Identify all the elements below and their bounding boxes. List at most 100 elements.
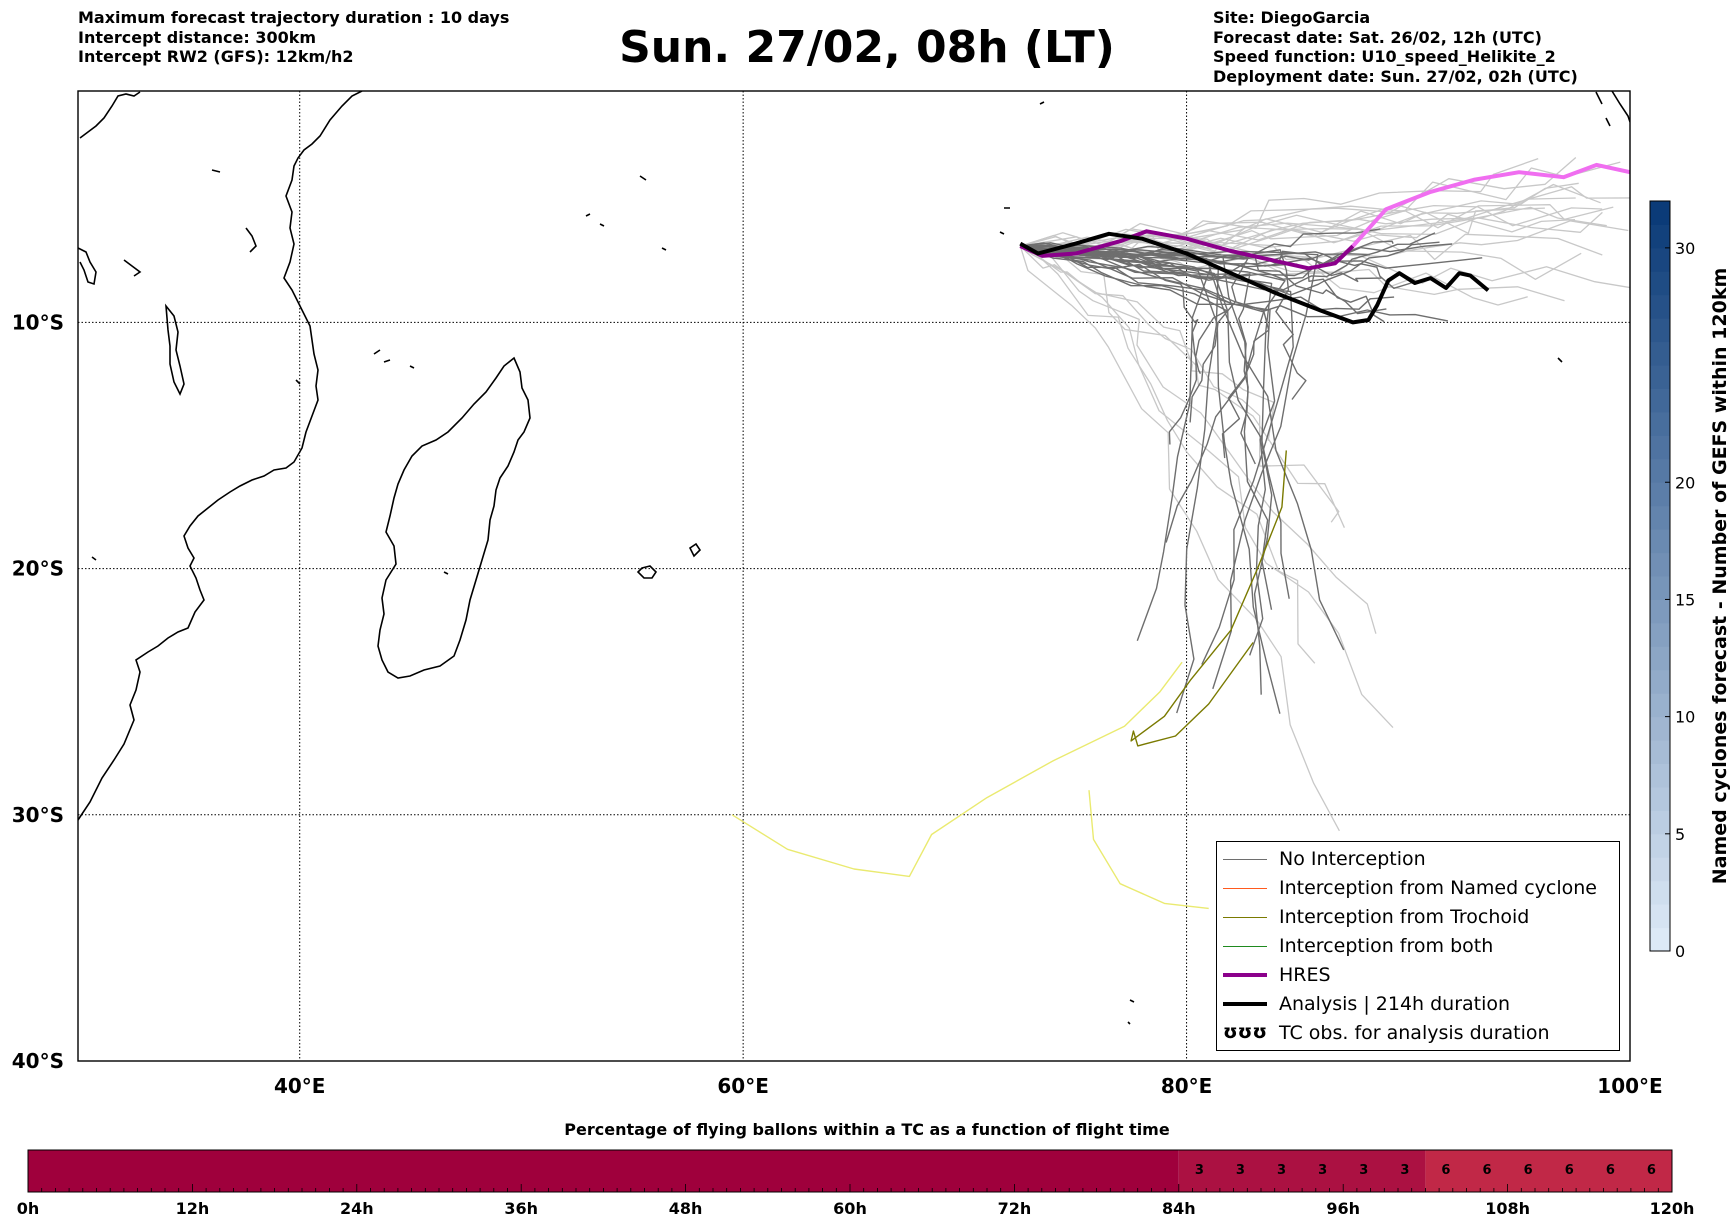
percentage-cell-label: 6 [1483, 1163, 1492, 1178]
colorbar-tick-label: 20 [1675, 473, 1695, 492]
legend-swatch [1223, 887, 1267, 889]
colorbar-cell [1650, 224, 1670, 249]
ensemble-member [1020, 245, 1319, 690]
legend-item: No Interception [1217, 846, 1617, 875]
colorbar-cell [1650, 740, 1670, 764]
lon-label: 60°E [717, 1074, 769, 1098]
forecast-date-text: Forecast date: Sat. 26/02, 12h (UTC) [1213, 27, 1542, 47]
legend-swatch [1223, 945, 1267, 947]
colorbar-tick-label: 10 [1675, 708, 1695, 727]
colorbar-cell [1650, 927, 1670, 952]
lat-label: 30°S [12, 803, 64, 827]
colorbar-tick-label: 15 [1675, 590, 1695, 609]
lon-label: 80°E [1161, 1074, 1213, 1098]
legend-item: Interception from both [1217, 933, 1617, 962]
percentage-cell-label: 3 [1400, 1163, 1409, 1178]
percentage-segment [28, 1150, 1179, 1192]
seychelles-islands [585, 175, 667, 251]
percentage-cell-label: 3 [1318, 1163, 1327, 1178]
hour-label: 120h [1650, 1199, 1695, 1218]
map-border [77, 90, 1631, 1062]
lon-label: 100°E [1597, 1074, 1662, 1098]
percentage-segment [1425, 1150, 1672, 1192]
ensemble-member [1020, 244, 1387, 315]
ensemble-member-far [1019, 245, 1340, 832]
ensemble-member-far [1020, 245, 1316, 664]
hour-label: 36h [504, 1199, 538, 1218]
ensemble-member-far [1020, 245, 1276, 441]
chagos-islands [999, 101, 1045, 235]
colorbar-cell [1650, 693, 1670, 718]
colorbar-cell [1650, 833, 1670, 858]
madagascar-coastline [377, 356, 531, 679]
ensemble-trajectories [731, 157, 1630, 910]
colorbar-cell [1650, 810, 1670, 835]
legend-item: HRES [1217, 962, 1617, 991]
ensemble-member [1020, 245, 1228, 445]
ensemble-member [1020, 245, 1449, 322]
kenya-coast-fragment [211, 169, 257, 253]
colorbar-cell [1650, 622, 1670, 647]
legend-label: Interception from both [1279, 935, 1494, 957]
colorbar-cell [1650, 669, 1670, 694]
deployment-date-text: Deployment date: Sun. 27/02, 02h (UTC) [1213, 66, 1578, 86]
site-info: Site: DiegoGarcia Forecast date: Sat. 26… [1213, 8, 1578, 86]
legend: No Interception Interception from Named c… [1216, 841, 1620, 1051]
hour-label: 60h [833, 1199, 867, 1218]
colorbar-cell [1650, 576, 1670, 600]
series-line [1019, 231, 1490, 325]
percentage-segment [1178, 1150, 1426, 1192]
lat-label: 10°S [12, 310, 64, 334]
lon-label: 40°E [274, 1074, 326, 1098]
colorbar-cell [1650, 646, 1670, 671]
ensemble-member [1020, 245, 1270, 459]
percentage-cell-label: 6 [1606, 1163, 1615, 1178]
legend-label: Interception from Named cyclone [1279, 877, 1597, 899]
colorbar-cell [1650, 247, 1670, 272]
ensemble-member [1020, 244, 1273, 610]
percentage-segments: 3 3 3 3 3 3 6 6 6 6 6 60h 12h 24h 36h 48h 60h 72h 84h 96h 10… [17, 1149, 1695, 1218]
ensemble-member-far [1020, 245, 1377, 634]
hour-label: 48h [669, 1199, 703, 1218]
colorbar-cell [1650, 763, 1670, 788]
colorbar-cell [1650, 482, 1670, 507]
lat-label: 40°S [12, 1049, 64, 1073]
series-line [1351, 162, 1630, 248]
comoros-islands [123, 259, 415, 369]
hour-label: 84h [1162, 1199, 1196, 1218]
percentage-cell-label: 6 [1524, 1163, 1533, 1178]
max-duration-text: Maximum forecast trajectory duration : 1… [78, 8, 510, 27]
percentage-cell-label: 3 [1236, 1163, 1245, 1178]
sumatra-tip [1595, 91, 1630, 127]
legend-label: TC obs. for analysis duration [1279, 1022, 1550, 1044]
legend-label: Interception from Trochoid [1279, 906, 1530, 928]
run-parameters: Maximum forecast trajectory duration : 1… [78, 8, 509, 67]
legend-label: HRES [1279, 964, 1331, 986]
colorbar-tick-label: 5 [1675, 825, 1685, 844]
colorbar-tick-label: 30 [1675, 239, 1695, 258]
legend-swatch [1223, 1002, 1267, 1006]
colorbar-title: Named cyclones forecast - Number of GEFS… [1709, 268, 1731, 885]
legend-item: ʊʊʊ TC obs. for analysis duration [1217, 1020, 1617, 1049]
trochoid-member [1130, 450, 1287, 747]
lat-label: 20°S [12, 557, 64, 581]
ensemble-member [1020, 244, 1202, 375]
hour-label: 96h [1326, 1199, 1360, 1218]
ensemble-member [1020, 245, 1294, 665]
colorbar-cell [1650, 318, 1670, 343]
trochoid-member-light [731, 661, 1183, 878]
coastlines [78, 91, 1630, 1025]
percentage-cell-label: 3 [1195, 1163, 1204, 1178]
percentage-cell-label: 6 [1441, 1163, 1450, 1178]
colorbar-cell [1650, 365, 1670, 389]
colorbar-cell [1650, 716, 1670, 741]
colorbar-cell [1650, 880, 1670, 905]
legend-item: Interception from Trochoid [1217, 904, 1617, 933]
colorbar-cell [1650, 786, 1670, 811]
latitude-labels: 10°S 20°S 30°S 40°S [12, 310, 64, 1073]
cyclone-colorbar: 0 5 10 15 20 30 Named cyclones forecast - Numb… [1649, 200, 1731, 961]
ensemble-member-far [1020, 186, 1630, 249]
hour-label: 0h [17, 1199, 40, 1218]
reunion-island [636, 565, 658, 579]
